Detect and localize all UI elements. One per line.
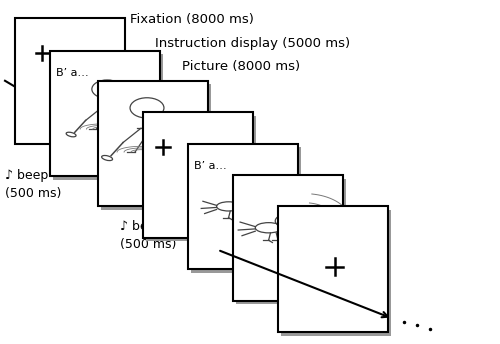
Bar <box>98 81 208 206</box>
Bar <box>232 175 342 301</box>
Bar <box>100 84 210 210</box>
Bar <box>53 54 163 180</box>
Bar <box>188 143 298 269</box>
Bar <box>190 147 300 273</box>
Text: Instruction display (5000 ms): Instruction display (5000 ms) <box>155 37 350 50</box>
Bar <box>15 18 125 143</box>
Bar <box>236 179 346 304</box>
Text: B’ a…: B’ a… <box>56 68 88 78</box>
Bar <box>142 112 252 238</box>
Text: B’ a…: B’ a… <box>194 161 226 171</box>
Text: ♪ beep
(500 ms): ♪ beep (500 ms) <box>120 220 176 251</box>
Bar <box>280 210 390 336</box>
Bar <box>50 51 160 176</box>
Bar <box>146 116 256 241</box>
Text: time: time <box>242 256 272 269</box>
Text: Picture (8000 ms): Picture (8000 ms) <box>182 61 300 73</box>
Text: ♪ beep
(500 ms): ♪ beep (500 ms) <box>5 169 62 200</box>
Bar <box>278 206 388 332</box>
Text: Fixation (8000 ms): Fixation (8000 ms) <box>130 13 254 26</box>
